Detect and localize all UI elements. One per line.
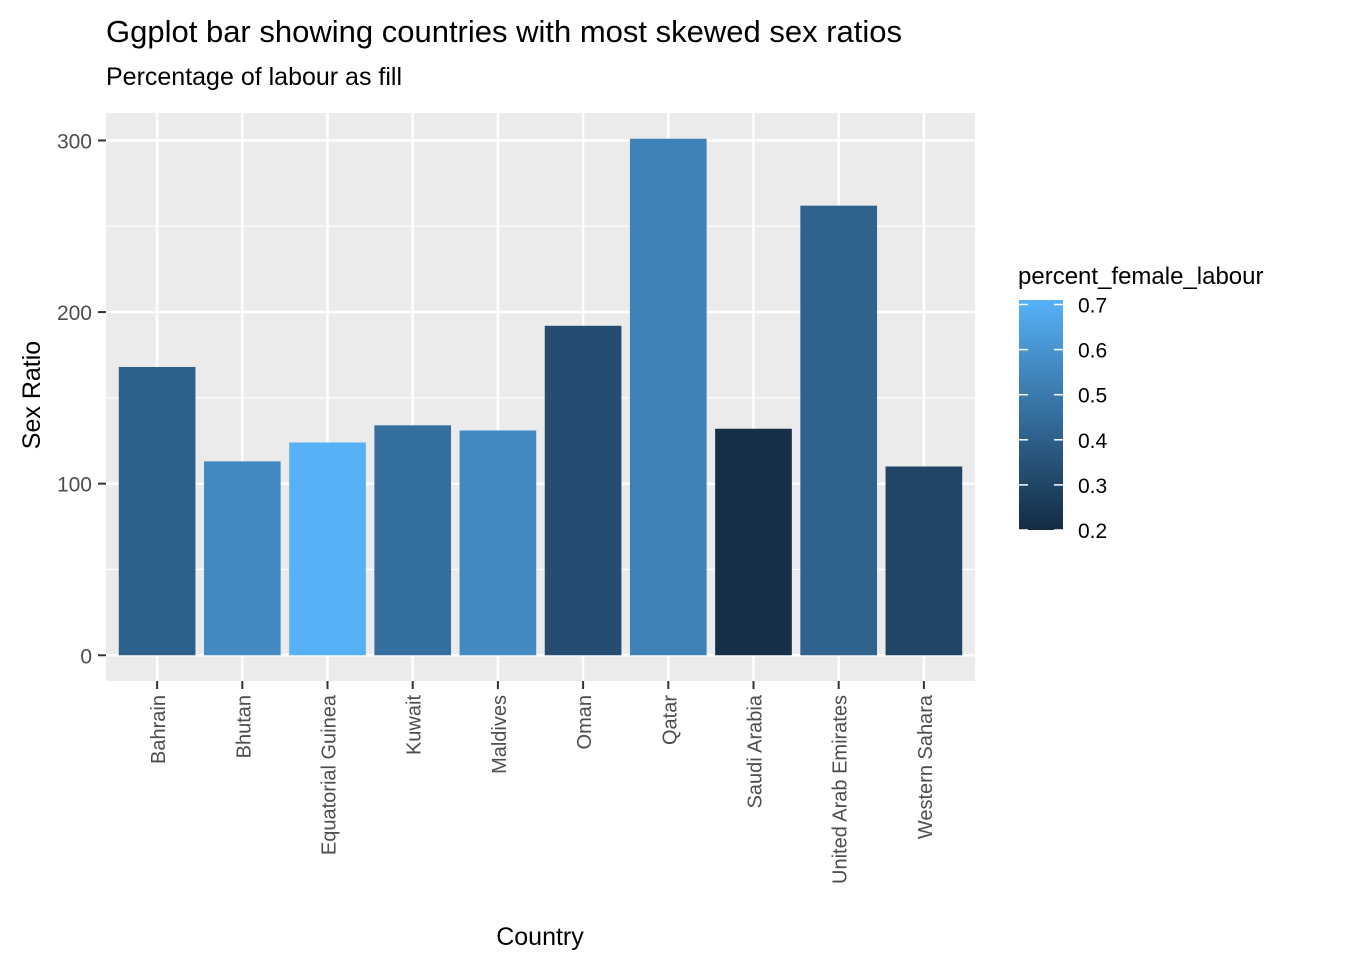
legend-colorbar <box>1019 300 1063 530</box>
bar-western-sahara <box>885 466 963 656</box>
x-tick-label: Equatorial Guinea <box>319 694 341 855</box>
bar-equatorial-guinea <box>289 442 366 656</box>
x-tick-label: United Arab Emirates <box>830 695 852 884</box>
legend-tick-label: 0.3 <box>1078 475 1107 498</box>
x-tick-label: Oman <box>574 695 596 749</box>
x-tick-label: Bhutan <box>233 695 255 758</box>
legend-tick-label: 0.2 <box>1078 520 1107 543</box>
bar-bhutan <box>203 461 281 656</box>
x-axis-title: Country <box>496 923 584 951</box>
x-tick-label: Kuwait <box>404 695 426 755</box>
x-axis: Bahrain Bhutan Equatorial Guinea Kuwait Mald… <box>148 681 937 884</box>
x-tick-label: Qatar <box>659 695 681 745</box>
bar-bahrain <box>118 366 196 656</box>
chart-subtitle: Percentage of labour as fill <box>106 63 403 91</box>
y-axis: 0 100 200 300 <box>57 130 106 668</box>
x-tick-label: Maldives <box>489 695 511 774</box>
legend: percent_female_labour 0.7 0.6 0.5 0.4 0.3 0.2 <box>1018 263 1264 543</box>
chart-title: Ggplot bar showing countries with most s… <box>106 14 903 49</box>
bar-oman <box>544 325 622 656</box>
legend-tick-label: 0.4 <box>1078 430 1108 453</box>
bar-maldives <box>459 430 537 656</box>
bar-saudi-arabia <box>715 428 792 656</box>
y-tick-label: 100 <box>57 474 92 497</box>
y-tick-label: 0 <box>80 645 92 668</box>
x-tick-label: Bahrain <box>148 695 170 764</box>
bars <box>118 138 963 656</box>
bar-united-arab-emirates <box>800 205 878 656</box>
y-tick-label: 300 <box>57 130 92 153</box>
bar-kuwait <box>374 425 452 656</box>
y-axis-title: Sex Ratio <box>18 341 46 449</box>
x-tick-label: Saudi Arabia <box>744 694 766 808</box>
legend-title: percent_female_labour <box>1018 263 1264 290</box>
x-tick-label: Western Sahara <box>915 694 937 839</box>
legend-tick-label: 0.6 <box>1078 340 1107 363</box>
y-tick-label: 200 <box>57 302 92 325</box>
bar-qatar <box>629 138 707 656</box>
legend-tick-label: 0.5 <box>1078 385 1107 408</box>
legend-tick-label: 0.7 <box>1078 295 1107 318</box>
legend-ticks: 0.7 0.6 0.5 0.4 0.3 0.2 <box>1019 295 1108 543</box>
